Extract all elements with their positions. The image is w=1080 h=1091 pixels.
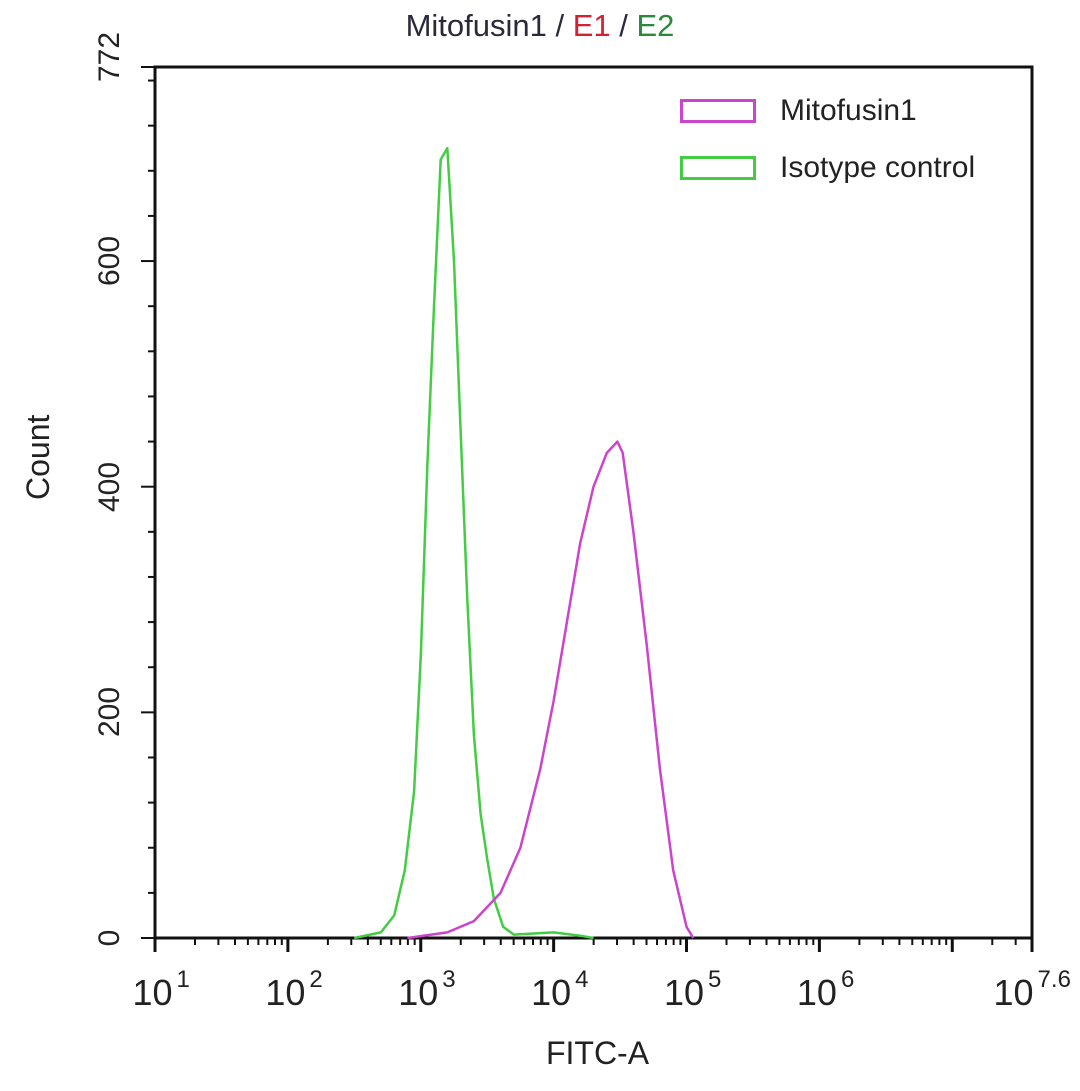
legend-item-mitofusin1: Mitofusin1 bbox=[680, 82, 975, 139]
legend-label: Mitofusin1 bbox=[780, 93, 917, 127]
y-tick-label: 772 bbox=[93, 31, 126, 83]
y-axis-label: Count bbox=[20, 414, 56, 500]
chart-title: Mitofusin1 / E1 / E2 bbox=[0, 8, 1080, 44]
series-line-mitofusin1 bbox=[407, 440, 695, 940]
legend: Mitofusin1 Isotype control bbox=[680, 82, 975, 196]
title-part-e2: E2 bbox=[636, 8, 675, 43]
legend-item-isotype-control: Isotype control bbox=[680, 139, 975, 196]
x-tick-label: 10 6 bbox=[796, 966, 855, 1013]
plot-frame bbox=[153, 65, 1034, 940]
x-tick-label: 10 2 bbox=[265, 966, 323, 1013]
legend-swatch-icon bbox=[680, 98, 756, 123]
x-tick-label: 10 1 bbox=[132, 966, 190, 1013]
x-tick-label: 10 4 bbox=[531, 966, 589, 1013]
x-tick-label: 10 3 bbox=[398, 966, 456, 1013]
y-tick-label: 200 bbox=[93, 687, 126, 738]
y-tick-label: 0 bbox=[93, 929, 126, 947]
legend-label: Isotype control bbox=[780, 150, 976, 184]
title-part-e1: E1 bbox=[572, 8, 611, 43]
series-line-isotype-control bbox=[354, 146, 594, 940]
x-tick-label: 10 5 bbox=[664, 966, 722, 1013]
x-tick-label: 10 7.6 bbox=[993, 966, 1071, 1013]
title-separator: / bbox=[546, 8, 573, 43]
x-axis-label: FITC-A bbox=[545, 1035, 650, 1071]
title-separator: / bbox=[610, 8, 637, 43]
title-part-mitofusin1: Mitofusin1 bbox=[405, 8, 547, 43]
y-tick-label: 600 bbox=[93, 236, 126, 287]
y-tick-label: 400 bbox=[93, 461, 126, 512]
legend-swatch-icon bbox=[680, 155, 756, 180]
